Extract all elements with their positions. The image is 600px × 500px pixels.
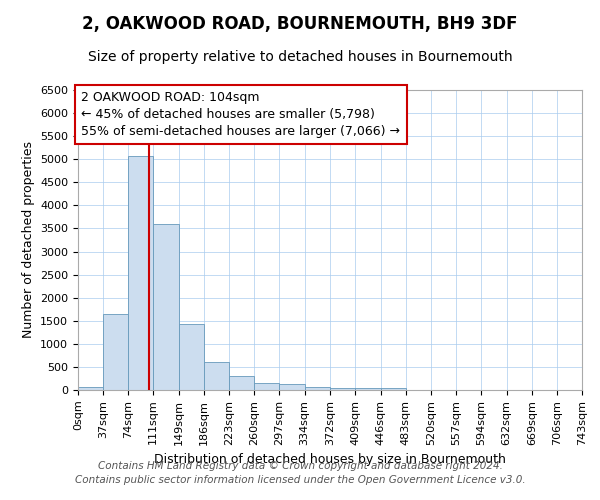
X-axis label: Distribution of detached houses by size in Bournemouth: Distribution of detached houses by size … (154, 453, 506, 466)
Text: 2, OAKWOOD ROAD, BOURNEMOUTH, BH9 3DF: 2, OAKWOOD ROAD, BOURNEMOUTH, BH9 3DF (82, 15, 518, 33)
Y-axis label: Number of detached properties: Number of detached properties (22, 142, 35, 338)
Bar (229, 376, 254, 390)
Bar (103, 314, 128, 390)
Bar (280, 384, 305, 390)
Bar (380, 388, 406, 390)
Text: Size of property relative to detached houses in Bournemouth: Size of property relative to detached ho… (88, 50, 512, 64)
Bar (153, 224, 179, 390)
Bar (355, 388, 380, 390)
Text: 2 OAKWOOD ROAD: 104sqm
← 45% of detached houses are smaller (5,798)
55% of semi-: 2 OAKWOOD ROAD: 104sqm ← 45% of detached… (82, 91, 400, 138)
Text: Contains HM Land Registry data © Crown copyright and database right 2024.
Contai: Contains HM Land Registry data © Crown c… (74, 461, 526, 485)
Bar (179, 324, 204, 390)
Bar (78, 386, 103, 390)
Bar (305, 386, 331, 390)
Bar (254, 382, 280, 390)
Bar (128, 156, 153, 390)
Bar (331, 388, 355, 390)
Bar (204, 362, 229, 390)
